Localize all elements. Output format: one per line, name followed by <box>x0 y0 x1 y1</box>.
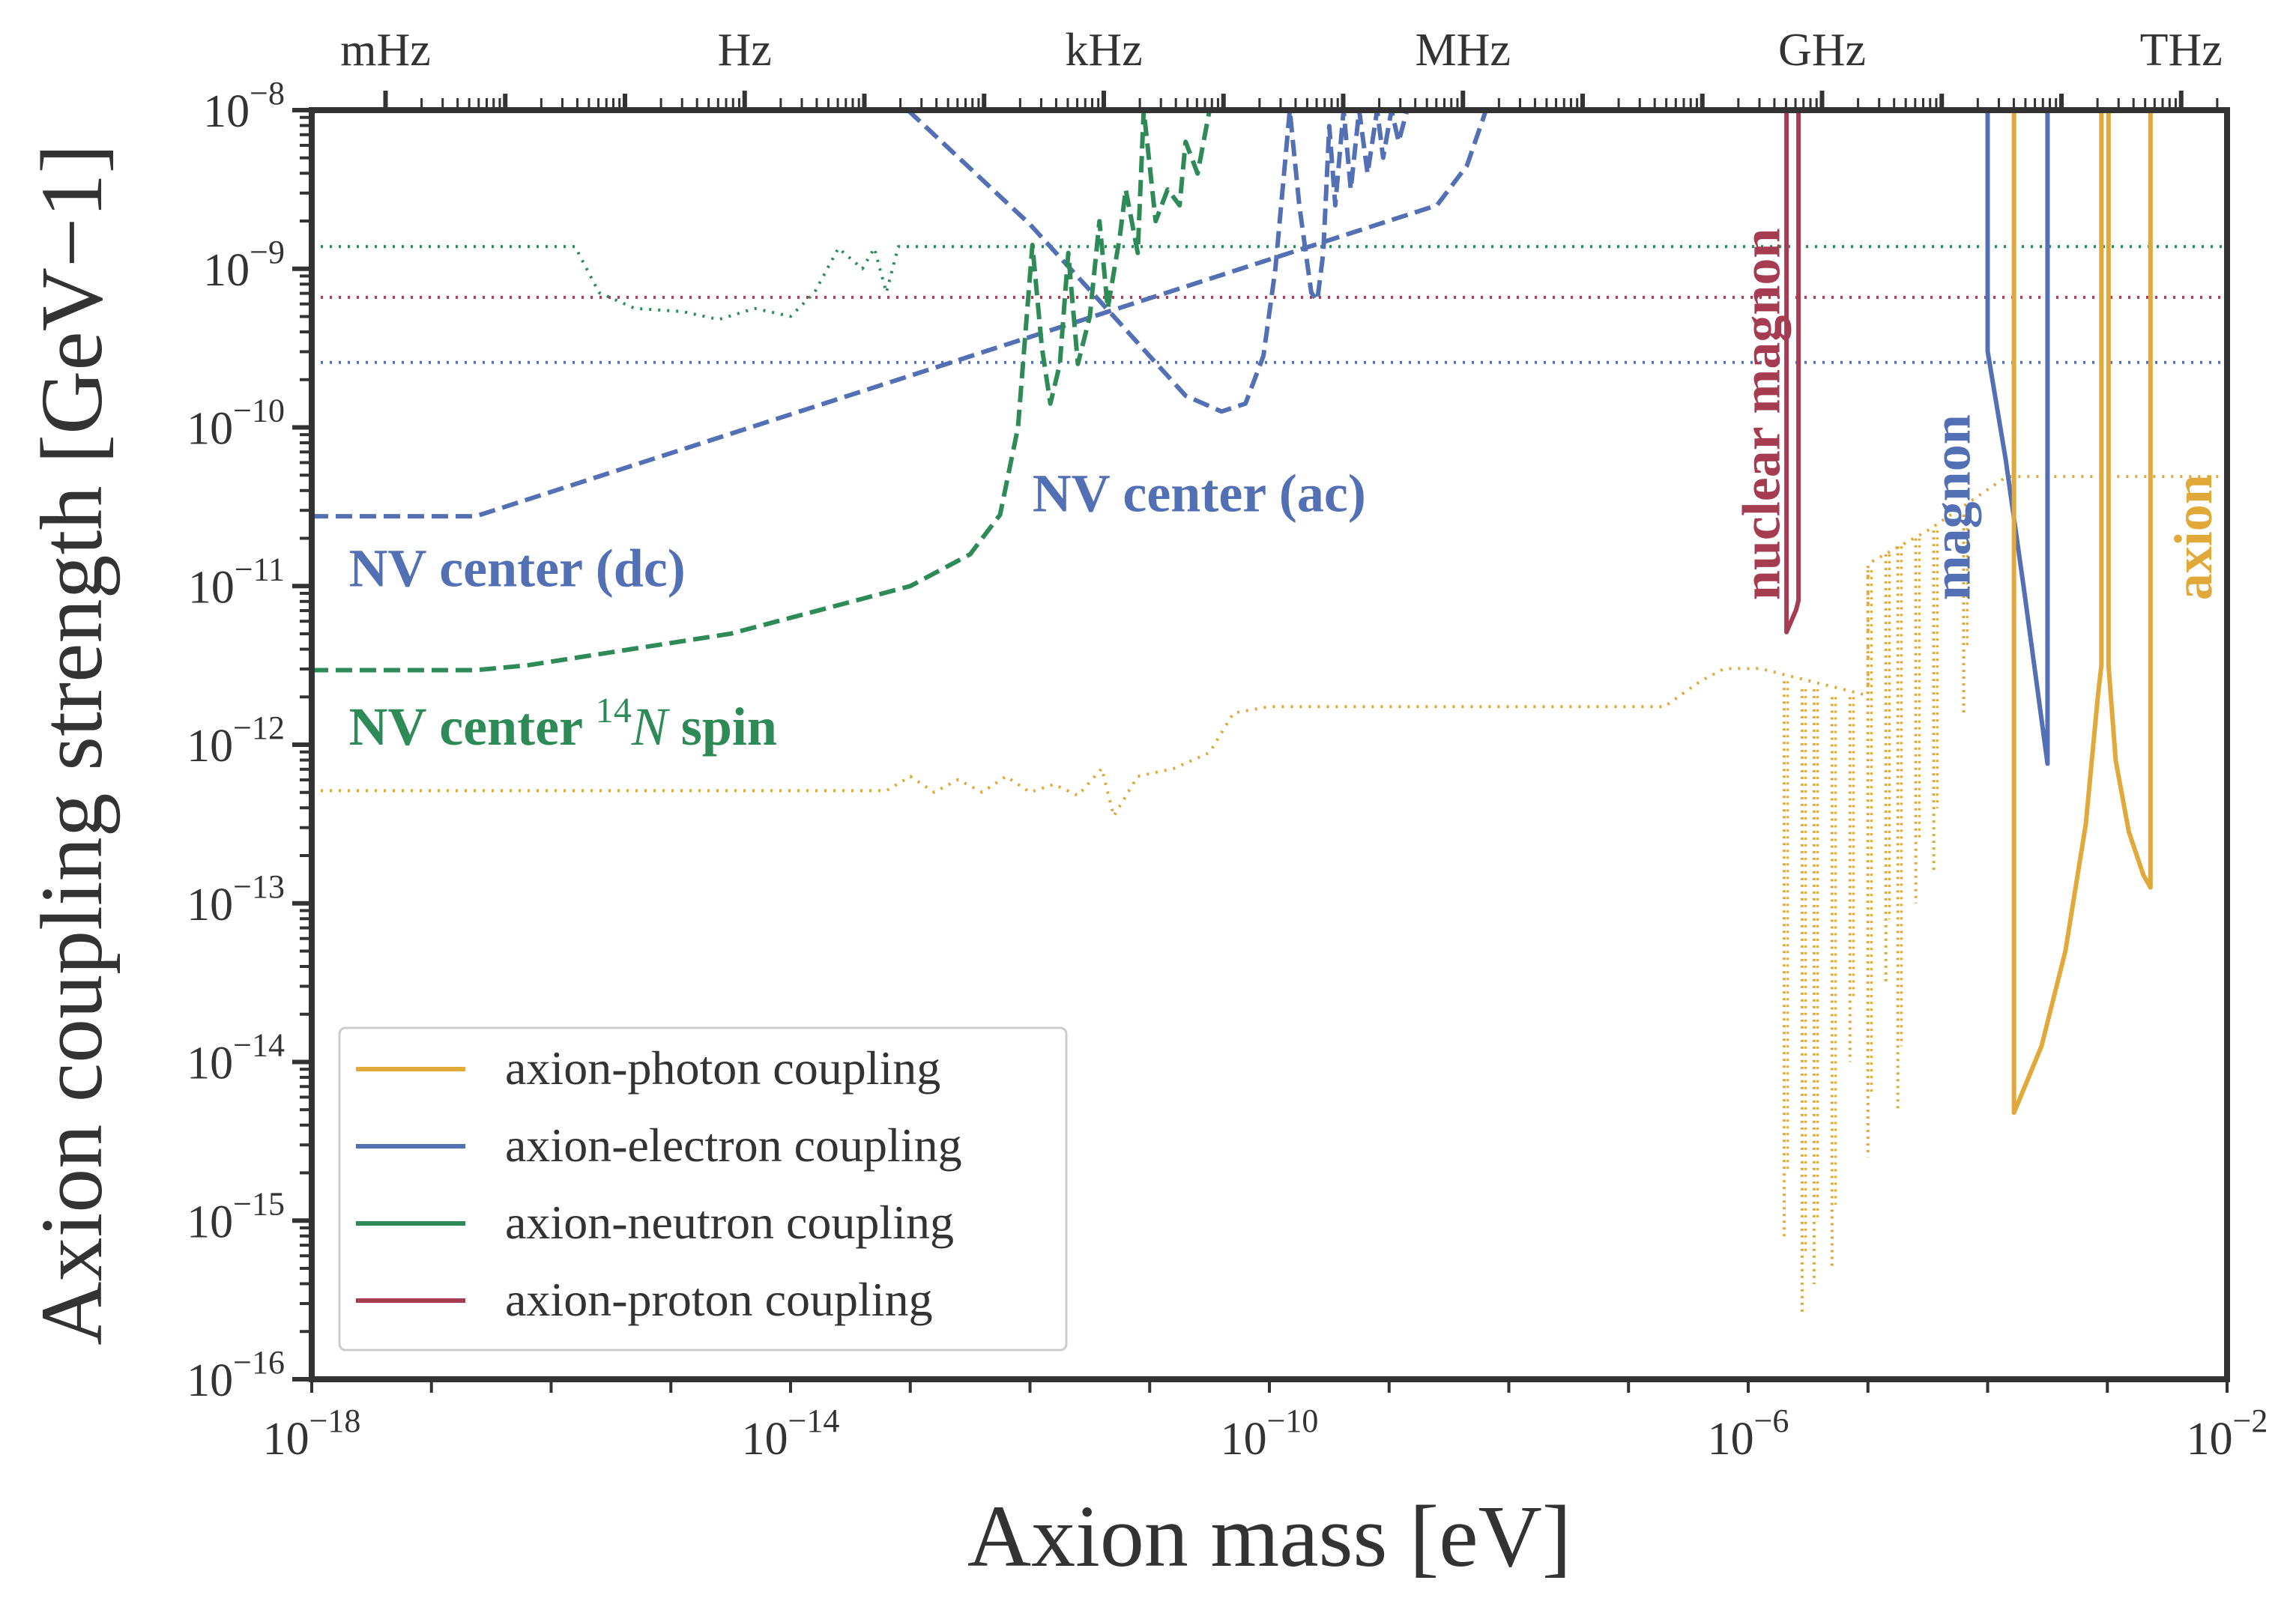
x-axis-label: Axion mass [eV] <box>967 1487 1571 1585</box>
series-line <box>312 110 1488 519</box>
annotation-text: axion <box>2163 474 2223 600</box>
annotation-text: magnon <box>1922 414 1982 600</box>
x-tick-base: 10 <box>2187 1414 2233 1465</box>
y-axis-label: Axion coupling strength [GeV−1] <box>22 144 121 1346</box>
x-tick-exp: −2 <box>2233 1402 2268 1439</box>
annotation-italic: N <box>631 697 671 757</box>
y-tick-label: 10−16 <box>187 1344 285 1406</box>
series-layer: NV center (ac) NV center (dc) NV center 14… <box>312 110 2227 1316</box>
y-tick-label: 10−15 <box>187 1185 285 1247</box>
legend-label: axion-photon coupling <box>505 1041 940 1095</box>
x-tick-base: 10 <box>742 1414 788 1465</box>
y-tick-exp: −14 <box>233 1027 285 1064</box>
y-tick-base: 10 <box>187 404 233 455</box>
x-tick-base: 10 <box>1708 1414 1754 1465</box>
y-tick-exp: −10 <box>233 393 285 429</box>
x-tick-label: 10−14 <box>742 1402 840 1465</box>
y-tick-label: 10−13 <box>187 868 285 930</box>
x-tick-label: 10−2 <box>2187 1402 2268 1465</box>
series-line <box>2011 110 2104 1116</box>
annotation-text: nuclear magnon <box>1732 229 1792 601</box>
y-tick-base: 10 <box>203 245 250 296</box>
annotation-tail: spin <box>668 697 777 757</box>
annotation-sup: 14 <box>596 691 632 730</box>
y-tick-label: 10−14 <box>187 1027 285 1089</box>
series-line <box>312 110 1212 673</box>
top-tick-label: mHz <box>340 25 431 76</box>
legend-box <box>338 1026 1068 1352</box>
annotation-label: NV center (dc) <box>349 538 686 598</box>
x-tick-exp: −14 <box>788 1402 840 1439</box>
annotation-text: NV center (dc) <box>349 538 686 598</box>
top-tick-label: Hz <box>718 25 772 76</box>
annotation-text: NV center (ac) <box>1033 464 1366 524</box>
series-line <box>1985 110 2050 766</box>
y-tick-exp: −12 <box>233 709 285 746</box>
annotation-text: NV center <box>349 697 596 757</box>
x-tick-exp: −10 <box>1267 1402 1319 1439</box>
y-tick-base: 10 <box>187 1355 233 1406</box>
x-tick-label: 10−10 <box>1221 1402 1319 1465</box>
y-tick-base: 10 <box>187 1196 233 1247</box>
x-tick-label: 10−6 <box>1708 1402 1789 1465</box>
y-tick-base: 10 <box>203 86 250 137</box>
x-tick-exp: −6 <box>1754 1402 1789 1439</box>
legend-label: axion-electron coupling <box>505 1119 962 1172</box>
y-tick-label: 10−10 <box>187 393 285 455</box>
series-line <box>312 245 2227 321</box>
axes-layer: 10−810−910−1010−1110−1210−1310−1410−1510… <box>187 25 2268 1465</box>
annotation-label: NV center (ac) <box>1033 464 1366 524</box>
y-tick-exp: −15 <box>233 1185 285 1222</box>
y-tick-base: 10 <box>188 562 235 613</box>
series-line <box>906 110 1410 414</box>
x-tick-base: 10 <box>1221 1414 1267 1465</box>
top-tick-label: MHz <box>1416 25 1511 76</box>
series-line <box>312 475 2227 818</box>
x-tick-base: 10 <box>263 1414 309 1465</box>
y-tick-label: 10−11 <box>188 551 285 613</box>
legend-label: axion-neutron coupling <box>505 1196 954 1249</box>
top-tick-label: kHz <box>1065 25 1142 76</box>
annotation-label: nuclear magnon <box>1732 229 1792 601</box>
top-tick-label: THz <box>2140 25 2223 76</box>
y-tick-exp: −8 <box>250 75 285 112</box>
plot-area <box>312 110 2227 1316</box>
x-tick-label: 10−18 <box>263 1402 361 1465</box>
y-tick-base: 10 <box>187 1038 233 1089</box>
legend-label: axion-proton coupling <box>505 1273 933 1326</box>
series-line <box>1784 110 1801 635</box>
y-tick-base: 10 <box>187 721 233 772</box>
x-tick-exp: −18 <box>309 1402 361 1439</box>
y-tick-label: 10−9 <box>203 234 285 296</box>
y-tick-exp: −13 <box>233 868 285 905</box>
y-tick-label: 10−12 <box>187 709 285 772</box>
y-tick-label: 10−8 <box>203 75 285 137</box>
annotation-label: magnon <box>1922 414 1982 600</box>
y-tick-exp: −11 <box>235 551 285 587</box>
annotation-label: NV center 14N spin <box>349 691 777 757</box>
y-tick-base: 10 <box>187 880 233 930</box>
legend: axion-photon coupling axion-electron coup… <box>338 1026 1068 1352</box>
series-line <box>2106 110 2153 890</box>
top-tick-label: GHz <box>1778 25 1866 76</box>
annotation-label: axion <box>2163 474 2223 600</box>
y-tick-exp: −9 <box>250 234 285 270</box>
y-tick-exp: −16 <box>233 1344 285 1381</box>
